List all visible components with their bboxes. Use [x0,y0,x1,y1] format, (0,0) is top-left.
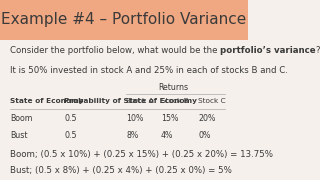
Text: 10%: 10% [126,114,144,123]
Text: 4%: 4% [161,130,173,140]
Text: Bust; (0.5 x 8%) + (0.25 x 4%) + (0.25 x 0%) = 5%: Bust; (0.5 x 8%) + (0.25 x 4%) + (0.25 x… [10,166,232,176]
Text: 0%: 0% [198,130,211,140]
Text: State of Economy: State of Economy [10,98,83,104]
Text: Returns: Returns [158,83,188,92]
Text: Stock A: Stock A [126,98,154,104]
Text: 0.5: 0.5 [64,114,77,123]
Text: Boom: Boom [10,114,32,123]
FancyBboxPatch shape [0,0,248,40]
Text: Example #4 – Portfolio Variance: Example #4 – Portfolio Variance [1,12,246,27]
Text: Stock B: Stock B [161,98,188,104]
Text: portfolio’s variance: portfolio’s variance [220,46,316,55]
Text: Boom; (0.5 x 10%) + (0.25 x 15%) + (0.25 x 20%) = 13.75%: Boom; (0.5 x 10%) + (0.25 x 15%) + (0.25… [10,150,273,159]
Text: Stock C: Stock C [198,98,226,104]
Text: Probability of State of Economy: Probability of State of Economy [64,98,197,104]
Text: Bust: Bust [10,130,28,140]
Text: 15%: 15% [161,114,178,123]
Text: Consider the portfolio below, what would be the: Consider the portfolio below, what would… [10,46,220,55]
Text: ?: ? [316,46,320,55]
Text: It is 50% invested in stock A and 25% in each of stocks B and C.: It is 50% invested in stock A and 25% in… [10,66,288,75]
Text: 20%: 20% [198,114,216,123]
Text: 0.5: 0.5 [64,130,77,140]
Text: 8%: 8% [126,130,139,140]
